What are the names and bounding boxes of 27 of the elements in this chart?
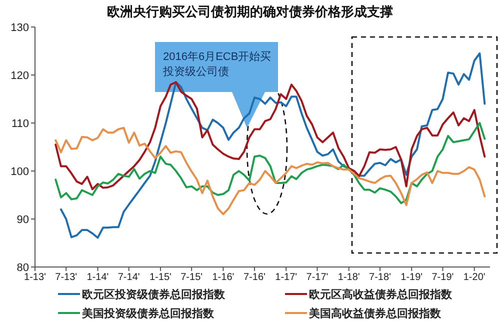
y-tick-label: 130	[10, 22, 29, 34]
x-tick-label: 1-19'	[400, 272, 423, 283]
x-tick-label: 7-15'	[180, 272, 203, 283]
x-tick-label: 1-17'	[275, 272, 298, 283]
x-tick-label: 1-13'	[24, 272, 46, 283]
y-tick-label: 110	[11, 118, 29, 130]
x-tick-label: 7-19'	[432, 272, 454, 283]
x-tick-label: 7-18'	[369, 272, 392, 283]
x-tick-label: 1-20'	[463, 272, 486, 283]
y-tick-label: 100	[10, 166, 29, 178]
legend-label: 欧元区高收益债券总回报指数	[309, 288, 453, 301]
legend-label: 美国投资级债券总回报指数	[81, 307, 215, 320]
chart-title: 欧洲央行购买公司债初期的确对债券价格形成支撑	[107, 4, 393, 19]
x-tick-label: 1-14'	[86, 272, 109, 283]
legend-label: 欧元区投资级债券总回报指数	[82, 288, 226, 301]
x-tick-label: 1-18'	[338, 272, 360, 283]
y-tick-label: 120	[10, 70, 29, 82]
legend-label: 美国高收益债券总回报指数	[308, 307, 442, 320]
annotation: 2016年6月ECB开始买投资级公司债	[163, 50, 272, 80]
x-tick-label: 7-17'	[306, 272, 328, 283]
x-tick-label: 1-16'	[212, 272, 234, 283]
y-tick-label: 80	[16, 262, 29, 274]
x-tick-label: 7-14'	[118, 272, 140, 283]
y-tick-label: 90	[16, 214, 29, 226]
x-tick-label: 7-13'	[55, 272, 78, 283]
x-tick-label: 1-15'	[150, 272, 172, 283]
x-tick-label: 7-16'	[244, 272, 266, 283]
